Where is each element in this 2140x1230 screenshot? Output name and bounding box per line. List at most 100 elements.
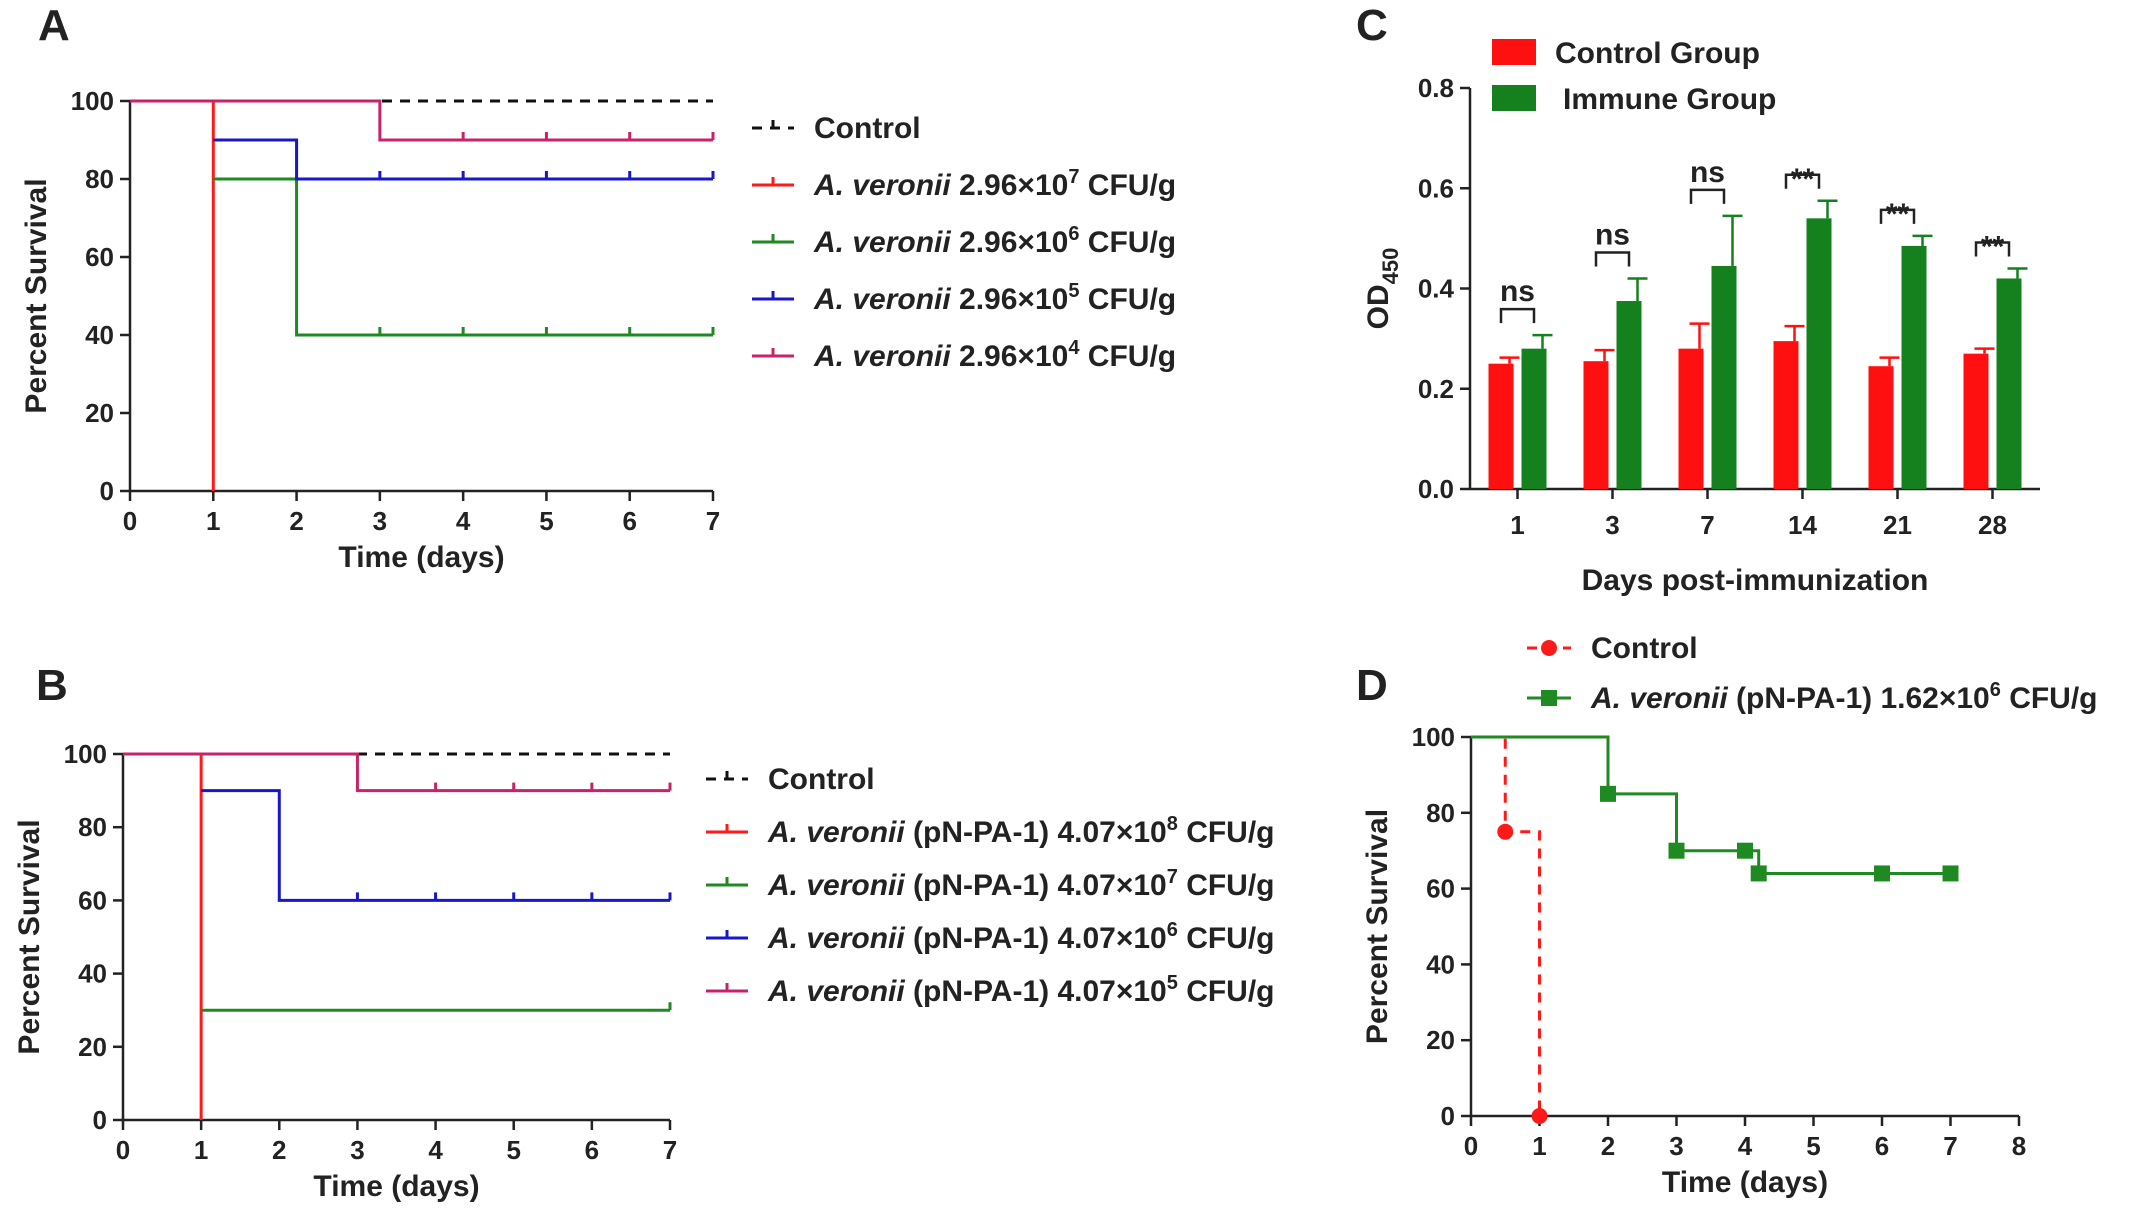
legend-label: Control (768, 763, 875, 796)
panel-a-survival-chart: 0 20 40 60 80 100 0 1 2 3 4 5 6 7 Time (days) Percent S… (20, 86, 1176, 574)
significance-label: ns (1690, 156, 1725, 189)
bar (1806, 218, 1832, 489)
y-tick-label: 20 (85, 398, 114, 428)
data-point-marker (1668, 842, 1685, 859)
significance-bracket (1879, 208, 1916, 224)
data-point-marker (1750, 865, 1767, 882)
y-tick-label: 60 (78, 885, 107, 915)
legend-label: Control Group (1555, 37, 1760, 70)
y-tick-label: 0.2 (1418, 374, 1454, 404)
y-tick-label: 40 (85, 320, 114, 350)
legend-label: A. veronii 2.96×107 CFU/g (813, 166, 1176, 202)
y-axis-title: Percent Survival (1361, 809, 1394, 1044)
data-point-marker (1874, 865, 1890, 882)
survival-curve-2 (213, 177, 713, 337)
y-tick-label: 0.4 (1418, 274, 1455, 304)
x-tick-label: 1 (194, 1135, 208, 1165)
x-tick-label: 0 (1464, 1131, 1478, 1161)
survival-curve-1 (123, 752, 203, 1120)
x-tick-label: 7 (706, 506, 720, 536)
panel-label-d: D (1356, 661, 1388, 710)
legend-label: A. veronii (pN-PA-1) 1.62×106 CFU/g (1590, 679, 2098, 715)
x-tick-label: 5 (539, 506, 553, 536)
x-tick-label: 7 (1700, 510, 1714, 540)
x-tick-label: 4 (456, 506, 471, 536)
y-tick-label: 80 (1426, 798, 1455, 828)
legend-label: Control (1591, 632, 1698, 665)
significance-bracket (1594, 251, 1631, 267)
y-tick-label: 0 (100, 476, 114, 506)
y-tick-label: 40 (78, 959, 107, 989)
significance-label: ** (1886, 198, 1910, 231)
legend-label: A. veronii (pN-PA-1) 4.07×108 CFU/g (767, 813, 1275, 849)
y-tick-label: 0.8 (1418, 73, 1454, 103)
legend-swatch (1492, 85, 1536, 111)
x-tick-label: 0 (116, 1135, 130, 1165)
y-tick-label: 0 (93, 1105, 107, 1135)
x-axis-title: Time (days) (338, 541, 504, 574)
survival-curve-1 (1471, 735, 1951, 875)
legend-label: A. veronii 2.96×105 CFU/g (813, 280, 1176, 316)
significance-label: ns (1500, 275, 1535, 308)
legend-label: A. veronii (pN-PA-1) 4.07×106 CFU/g (767, 919, 1275, 955)
bar (1616, 301, 1642, 489)
panel-b-survival-chart: 0 20 40 60 80 100 0 1 2 3 4 5 6 7 Time (days) Percent S… (13, 739, 1275, 1203)
legend-label: Control (814, 112, 921, 145)
x-tick-label: 6 (1875, 1131, 1889, 1161)
bar (1963, 353, 1989, 489)
bar (1678, 348, 1704, 489)
x-tick-label: 5 (506, 1135, 520, 1165)
y-tick-label: 40 (1426, 949, 1455, 979)
x-axis-title: Days post-immunization (1582, 564, 1929, 597)
bar (1583, 361, 1609, 489)
bar (1521, 348, 1547, 489)
bar (1868, 366, 1894, 489)
x-tick-label: 21 (1883, 510, 1912, 540)
bar (1901, 245, 1927, 489)
x-tick-label: 5 (1806, 1131, 1820, 1161)
survival-curve-3 (213, 138, 713, 181)
x-axis-title: Time (days) (313, 1170, 479, 1203)
legend-marker (1541, 690, 1557, 706)
survival-curve-4 (130, 99, 713, 142)
legend-marker (1541, 640, 1557, 656)
y-axis-title: Percent Survival (20, 178, 53, 413)
significance-bracket (1974, 241, 2011, 257)
data-point-marker (1942, 865, 1959, 882)
data-point-marker (1600, 785, 1616, 802)
survival-curve-1 (130, 99, 215, 491)
x-tick-label: 3 (373, 506, 387, 536)
y-tick-label: 60 (1426, 874, 1455, 904)
legend-label: A. veronii (pN-PA-1) 4.07×105 CFU/g (767, 972, 1275, 1008)
y-tick-label: 100 (71, 86, 114, 116)
legend-label: A. veronii 2.96×104 CFU/g (813, 337, 1176, 373)
y-tick-label: 0 (1441, 1101, 1455, 1131)
x-tick-label: 0 (123, 506, 137, 536)
bar (1773, 341, 1799, 489)
data-point-marker (1737, 842, 1753, 859)
legend-label: A. veronii 2.96×106 CFU/g (813, 223, 1176, 259)
y-tick-label: 100 (1412, 722, 1455, 752)
significance-bracket (1499, 307, 1536, 324)
x-tick-label: 1 (1510, 510, 1524, 540)
panel-c-bar-chart: 0.0 0.2 0.4 0.6 0.8 1 ns 3 ns 7 ns 14 ** 21 ** 28 ** Days… (1362, 37, 2040, 597)
x-tick-label: 2 (272, 1135, 286, 1165)
bar (1488, 363, 1514, 489)
legend-swatch (1492, 39, 1536, 65)
significance-bracket (1784, 173, 1821, 189)
x-tick-label: 6 (622, 506, 636, 536)
data-point-marker (1497, 823, 1514, 840)
x-tick-label: 2 (1601, 1131, 1615, 1161)
y-axis-title: OD450 (1362, 248, 1403, 330)
x-tick-label: 3 (1605, 510, 1619, 540)
x-tick-label: 4 (1738, 1131, 1753, 1161)
x-tick-label: 28 (1978, 510, 2007, 540)
bar (1711, 265, 1737, 489)
survival-curve-0 (1471, 735, 1541, 1116)
y-tick-label: 20 (78, 1032, 107, 1062)
x-tick-label: 8 (2012, 1131, 2026, 1161)
significance-label: ** (1791, 163, 1815, 196)
x-tick-label: 7 (1943, 1131, 1957, 1161)
y-tick-label: 20 (1426, 1025, 1455, 1055)
